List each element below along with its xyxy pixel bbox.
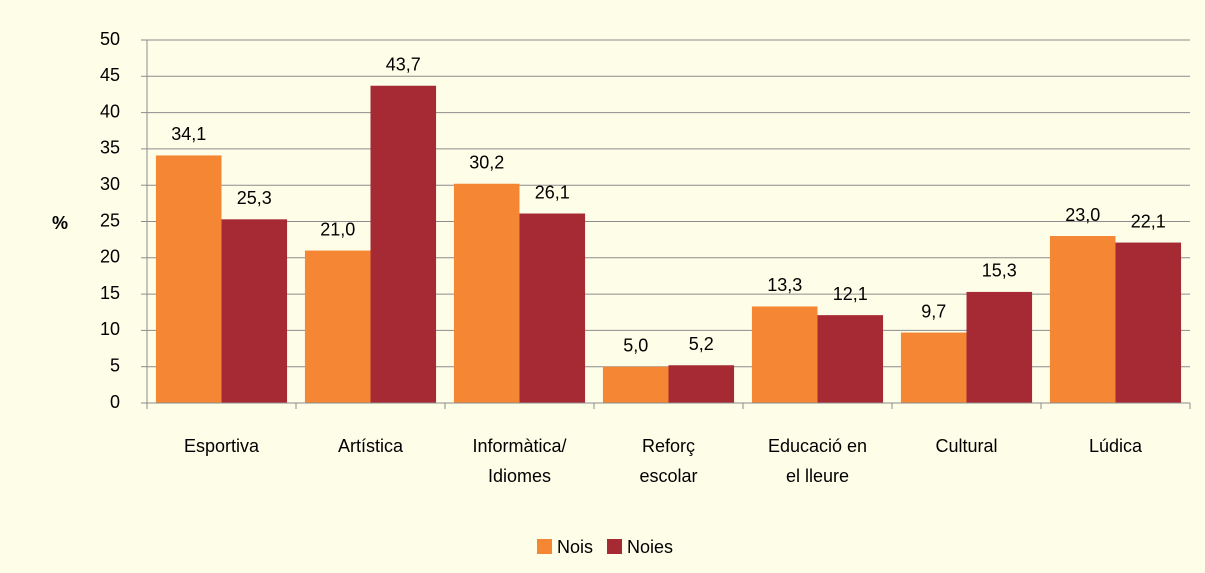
legend-label: Nois [557,537,593,557]
bar [453,183,520,403]
value-label: 13,3 [767,275,802,295]
value-label: 23,0 [1065,205,1100,225]
bar [221,219,288,403]
y-tick-label: 25 [100,210,120,230]
x-tick-label: escolar [639,466,697,486]
x-tick-label: el lleure [786,466,849,486]
y-tick-label: 45 [100,65,120,85]
y-tick-label: 0 [110,392,120,412]
x-tick-label: Informàtica/ [472,436,566,456]
y-axis-label: % [52,213,68,233]
value-label: 12,1 [833,284,868,304]
bar [370,85,437,403]
value-label: 5,0 [623,335,648,355]
y-tick-label: 20 [100,247,120,267]
bar [668,365,735,403]
y-tick-label: 30 [100,174,120,194]
bar [304,250,371,403]
bar [1115,242,1182,403]
x-tick-label: Esportiva [184,436,260,456]
bar [519,213,586,403]
x-tick-label: Idiomes [488,466,551,486]
value-label: 30,2 [469,152,504,172]
y-tick-label: 40 [100,101,120,121]
x-tick-label: Artística [338,436,404,456]
bar [817,315,884,403]
value-label: 34,1 [171,124,206,144]
bar [155,155,222,403]
value-label: 9,7 [921,301,946,321]
y-tick-label: 50 [100,29,120,49]
value-label: 25,3 [237,188,272,208]
y-tick-label: 5 [110,355,120,375]
bar [602,366,669,403]
x-tick-label: Educació en [768,436,867,456]
bar [966,291,1033,403]
value-label: 26,1 [535,182,570,202]
value-label: 22,1 [1131,211,1166,231]
legend-swatch [537,539,552,554]
x-tick-label: Reforç [642,436,695,456]
y-tick-label: 15 [100,283,120,303]
x-tick-label: Cultural [935,436,997,456]
bar [900,332,967,403]
legend-swatch [607,539,623,554]
value-label: 15,3 [982,261,1017,281]
y-tick-label: 10 [100,319,120,339]
value-label: 21,0 [320,219,355,239]
y-tick-label: 35 [100,138,120,158]
value-label: 43,7 [386,54,421,74]
x-tick-label: Lúdica [1089,436,1143,456]
bar [751,306,818,403]
value-label: 5,2 [689,334,714,354]
bar [1049,236,1116,403]
legend-label: Noies [627,537,673,557]
